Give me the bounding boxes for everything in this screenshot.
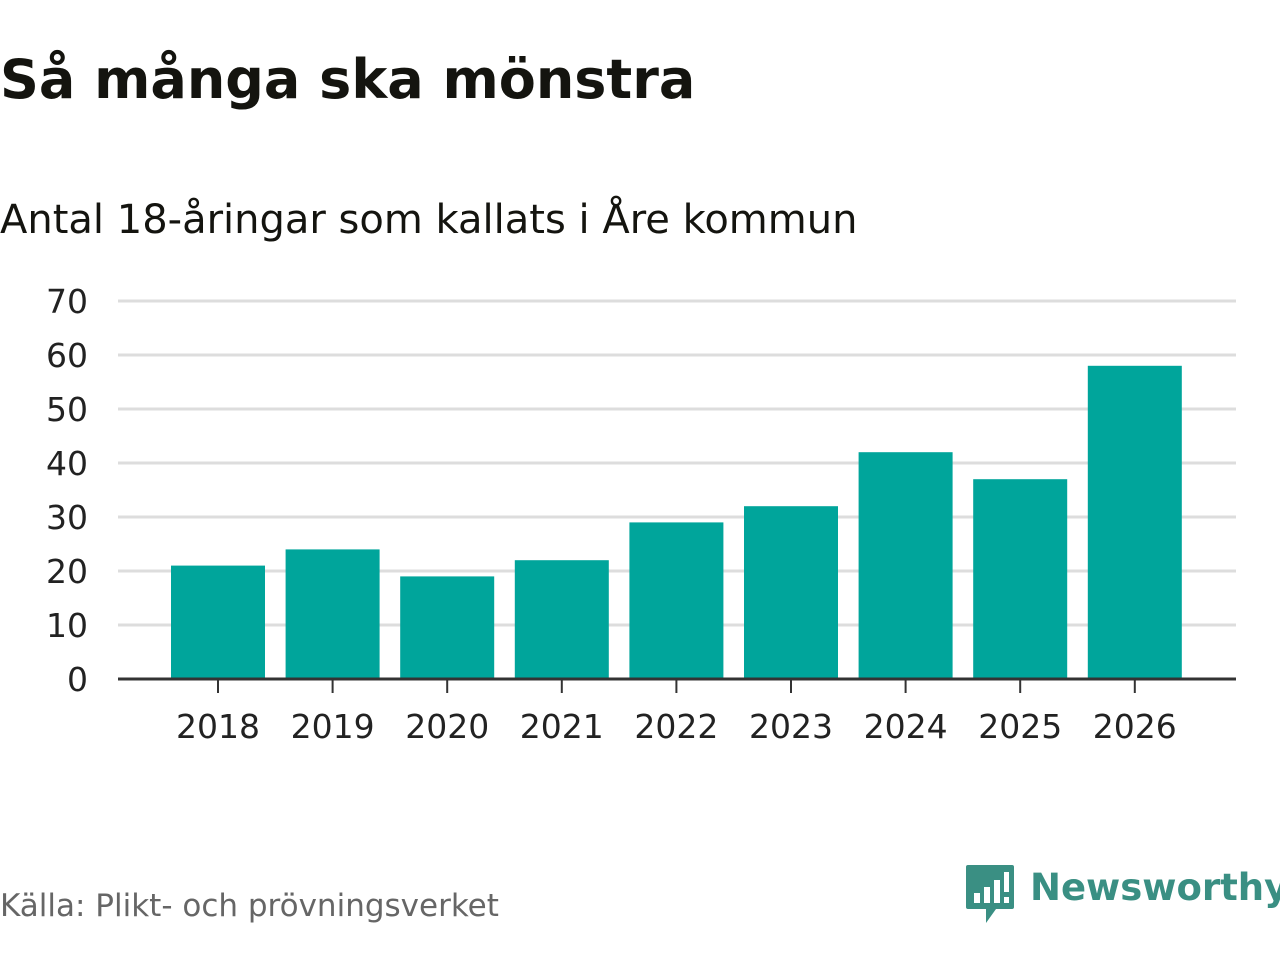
bar-2024	[858, 452, 953, 679]
x-tick-label: 2025	[978, 707, 1062, 746]
bar-2026	[1087, 365, 1182, 679]
chart-subtitle: Antal 18-åringar som kallats i Åre kommu…	[0, 197, 858, 243]
x-tick-label: 2021	[520, 707, 604, 746]
y-tick-label: 50	[46, 390, 88, 429]
y-tick-label: 30	[46, 498, 88, 537]
bar-2023	[744, 506, 838, 679]
source-note: Källa: Plikt- och prövningsverket	[0, 888, 499, 924]
brand-name: Newsworthy	[1030, 866, 1280, 909]
x-tick-label: 2019	[291, 707, 375, 746]
bar-2022	[629, 522, 724, 679]
x-tick-label: 2022	[634, 707, 718, 746]
bar-2020	[400, 576, 495, 679]
bar-2025	[973, 479, 1068, 679]
y-tick-label: 10	[46, 606, 88, 645]
bar-2019	[285, 549, 380, 679]
bars	[171, 365, 1182, 679]
y-tick-label: 40	[46, 444, 88, 483]
x-tick-label: 2023	[749, 707, 833, 746]
newsworthy-logo-icon	[966, 865, 1014, 923]
brand-logo: Newsworthy	[964, 862, 1280, 926]
chart-title: Så många ska mönstra	[0, 48, 696, 111]
y-tick-label: 0	[67, 660, 88, 699]
bar-chart: 0 10 20 30 40 50 60 70 2018 2019 2020 2021 2022 2023…	[46, 282, 1236, 746]
x-axis-ticks: 2018 2019 2020 2021 2022 2023 2024 2025 2026	[176, 679, 1177, 746]
bar-2021	[514, 560, 609, 679]
x-tick-label: 2026	[1093, 707, 1177, 746]
y-tick-label: 20	[46, 552, 88, 591]
x-tick-label: 2020	[405, 707, 489, 746]
y-tick-label: 60	[46, 336, 88, 375]
y-tick-label: 70	[46, 282, 88, 321]
y-axis-tick-labels: 0 10 20 30 40 50 60 70	[46, 282, 88, 699]
bar-2018	[171, 565, 265, 679]
x-tick-label: 2024	[864, 707, 948, 746]
x-tick-label: 2018	[176, 707, 260, 746]
